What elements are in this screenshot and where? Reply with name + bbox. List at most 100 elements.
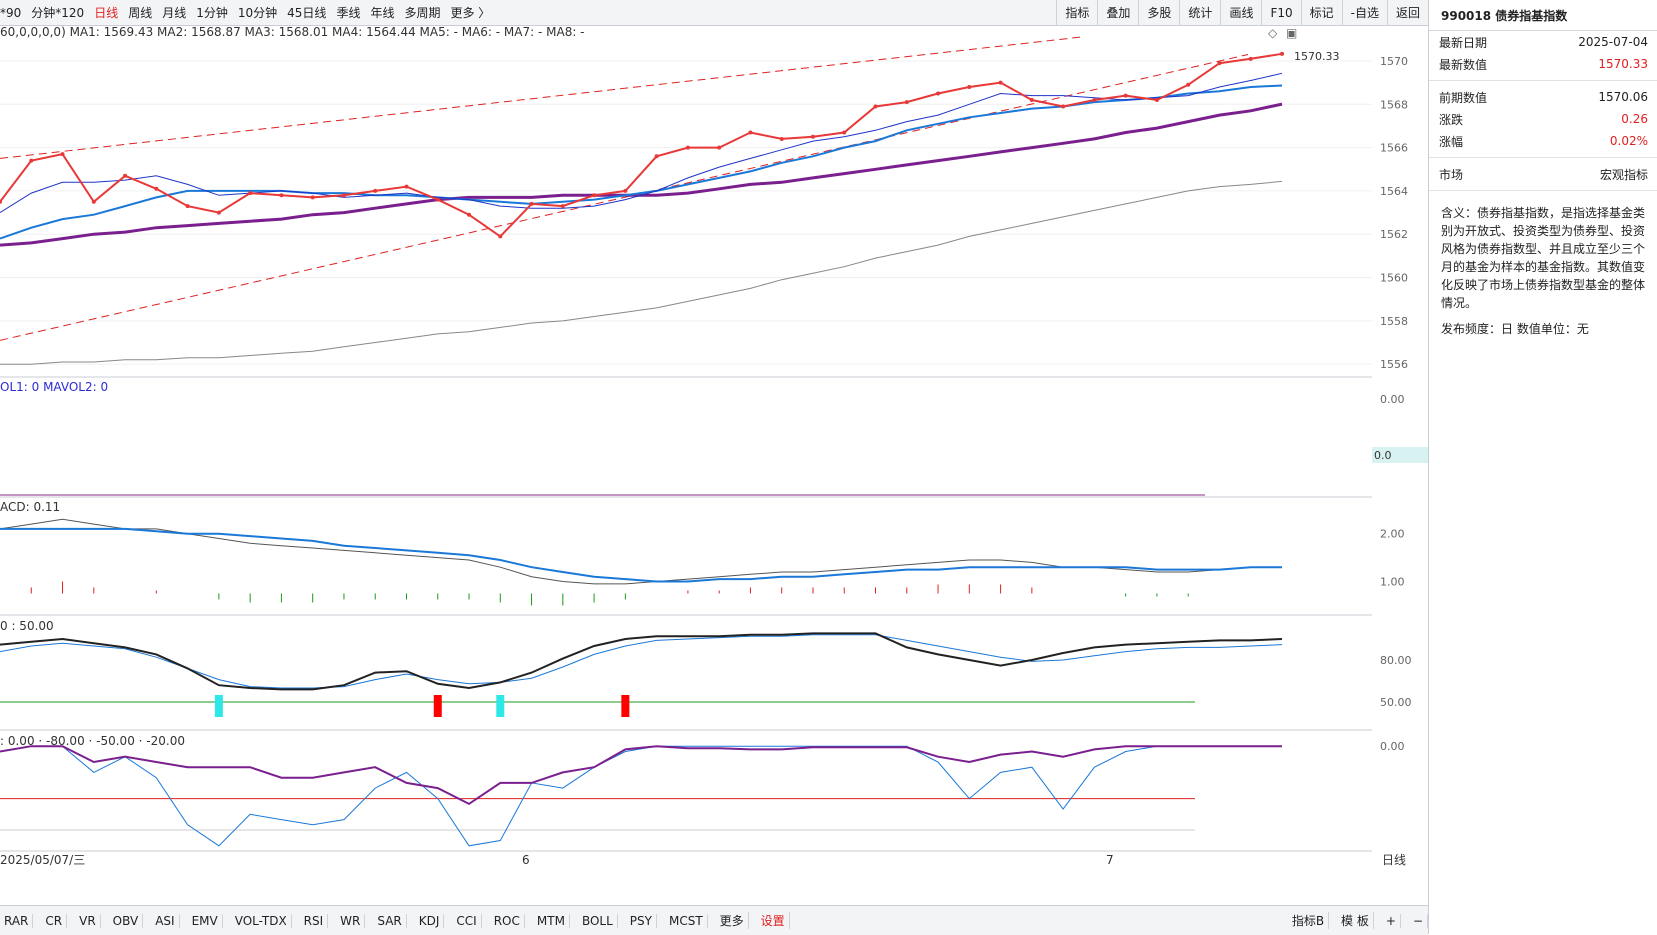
ma4-line [0, 180, 1283, 365]
indicator-tab-13[interactable]: MTM [533, 913, 570, 928]
indicator-tab-4[interactable]: ASI [151, 913, 180, 928]
index-point-41 [1280, 51, 1284, 56]
period-tab-0[interactable]: *90 [0, 5, 22, 20]
period-tabs: *90 分钟*120 日线 周线 月线 1分钟 10分钟 45日线 季线 年线 多周期 更多 〉 [0, 0, 490, 25]
toolbar-button-6[interactable]: 标记 [1300, 0, 1342, 25]
index-point-6 [185, 204, 190, 209]
index-line [0, 52, 1283, 238]
vol-last-box [1372, 447, 1428, 463]
info-label: 涨跌 [1439, 112, 1464, 127]
kdj-tick-0: 50.00 [1380, 696, 1412, 709]
indicator-tab-2[interactable]: VR [75, 913, 101, 928]
toolbar-button-2[interactable]: 多股 [1138, 0, 1179, 25]
kdj-signal-3 [621, 695, 630, 717]
index-point-34 [1061, 104, 1066, 109]
period-tab-7[interactable]: 45日线 [287, 6, 327, 20]
date-label-left: 2025/05/07/三 [0, 853, 85, 867]
info-value: 1570.06 [1598, 90, 1648, 104]
kdj-title: 0 : 50.00 [0, 619, 54, 633]
index-point-31 [967, 84, 972, 89]
info-value: 0.26 [1621, 112, 1648, 126]
index-point-26 [810, 134, 815, 139]
toolbar-button-1[interactable]: 叠加 [1097, 0, 1138, 25]
indicator-tab-12[interactable]: ROC [490, 913, 525, 928]
info-rows: 最新日期 2025-07-04 最新数值 1570.33 前期数值 1570.06 涨跌 0.… [1429, 31, 1657, 185]
info-row-5: 市场 宏观指标 [1429, 163, 1657, 185]
index-point-27 [842, 130, 847, 135]
indicator-tab-14[interactable]: BOLL [578, 913, 618, 928]
indicator-tab-7[interactable]: RSI [300, 913, 329, 928]
date-label-right: 7 [1106, 853, 1114, 867]
info-row-0: 最新日期 2025-07-04 [1429, 31, 1657, 53]
ma1-line [0, 72, 1283, 214]
toolbar-button-0[interactable]: 指标 [1056, 0, 1097, 25]
index-point-18 [560, 204, 565, 209]
period-tab-1[interactable]: 分钟*120 [31, 6, 85, 20]
indicator-tab-18[interactable]: 设置 [757, 912, 790, 929]
info-label: 前期数值 [1439, 90, 1488, 105]
period-tab-6[interactable]: 10分钟 [237, 6, 278, 20]
main-tick-label-2: 1560 [1380, 272, 1408, 285]
indicator-tab-9[interactable]: SAR [373, 913, 407, 928]
period-tab-11[interactable]: 更多 〉 [450, 6, 491, 20]
info-panel: 990018 债券指基指数 最新日期 2025-07-04 最新数值 1570.33 前… [1428, 0, 1657, 934]
main-tick-label-6: 1568 [1380, 98, 1408, 111]
kdj-signal-1 [433, 695, 442, 717]
indicator-tab-1[interactable]: CR [41, 913, 68, 928]
index-point-16 [498, 234, 503, 239]
toolbar-button-8[interactable]: 返回 [1386, 0, 1428, 25]
wr2-line [0, 745, 1282, 806]
toolbar-button-7[interactable]: -自选 [1341, 0, 1387, 25]
toolbar-button-4[interactable]: 画线 [1220, 0, 1261, 25]
period-tab-5[interactable]: 1分钟 [196, 6, 228, 20]
indicator-tab-3[interactable]: OBV [109, 913, 144, 928]
main-tick-label-5: 1566 [1380, 142, 1408, 155]
bottom-right-button-0[interactable]: 指标B [1288, 912, 1330, 929]
kdj-d-line [0, 634, 1283, 689]
vol-last-value: 0.0 [1374, 449, 1392, 462]
chart-svg[interactable]: 1556 1558 1560 1562 1564 1566 1568 1570 1570.33 6… [0, 25, 1428, 905]
index-point-12 [373, 188, 378, 193]
indicator-tab-5[interactable]: EMV [188, 913, 223, 928]
macd-title: ACD: 0.11 [0, 500, 60, 514]
period-tab-9[interactable]: 年线 [370, 6, 395, 20]
index-point-20 [623, 188, 628, 193]
indicator-tab-0[interactable]: RAR [0, 913, 34, 928]
wr-tick-label: 0.00 [1380, 740, 1405, 753]
period-label: 日线 [1382, 853, 1406, 867]
index-point-39 [1217, 61, 1222, 66]
info-row-4: 涨幅 0.02% [1429, 130, 1657, 152]
index-point-28 [873, 104, 878, 109]
period-tab-2[interactable]: 日线 [94, 6, 119, 20]
index-point-33 [1029, 97, 1034, 102]
bottom-right-button-1[interactable]: 模 板 [1337, 912, 1374, 929]
bottom-right-button-2[interactable]: + [1382, 913, 1401, 928]
index-point-35 [1092, 97, 1097, 102]
index-point-32 [998, 80, 1003, 85]
indicator-tab-11[interactable]: CCI [452, 913, 482, 928]
info-value: 1570.33 [1598, 57, 1648, 71]
info-label: 最新数值 [1439, 57, 1488, 72]
period-tab-4[interactable]: 月线 [162, 6, 187, 20]
index-point-0 [0, 199, 2, 204]
last-value-label: 1570.33 [1294, 50, 1340, 63]
indicator-tab-17[interactable]: 更多 [716, 912, 749, 929]
period-tab-3[interactable]: 周线 [128, 6, 153, 20]
date-label-mid: 6 [522, 853, 530, 867]
toolbar-actions: 指标 叠加 多股 统计 画线 F10 标记 -自选 返回 [1056, 0, 1428, 25]
indicator-tab-16[interactable]: MCST [665, 913, 708, 928]
indicator-tab-10[interactable]: KDJ [415, 913, 445, 928]
info-row-1: 最新数值 1570.33 [1429, 53, 1657, 75]
info-title: 990018 债券指基指数 [1429, 0, 1657, 31]
macd-tick-1: 2.00 [1380, 528, 1405, 541]
chart-frame: 1556 1558 1560 1562 1564 1566 1568 1570 1570.33 6… [0, 25, 1429, 905]
indicator-tab-6[interactable]: VOL-TDX [231, 913, 292, 928]
main-tick-label-4: 1564 [1380, 185, 1408, 198]
bottom-right-button-3[interactable]: − [1409, 913, 1428, 928]
toolbar-button-5[interactable]: F10 [1261, 0, 1300, 25]
toolbar-button-3[interactable]: 统计 [1179, 0, 1220, 25]
period-tab-8[interactable]: 季线 [336, 6, 361, 20]
indicator-tab-15[interactable]: PSY [626, 913, 657, 928]
period-tab-10[interactable]: 多周期 [404, 6, 441, 20]
indicator-tab-8[interactable]: WR [336, 913, 366, 928]
